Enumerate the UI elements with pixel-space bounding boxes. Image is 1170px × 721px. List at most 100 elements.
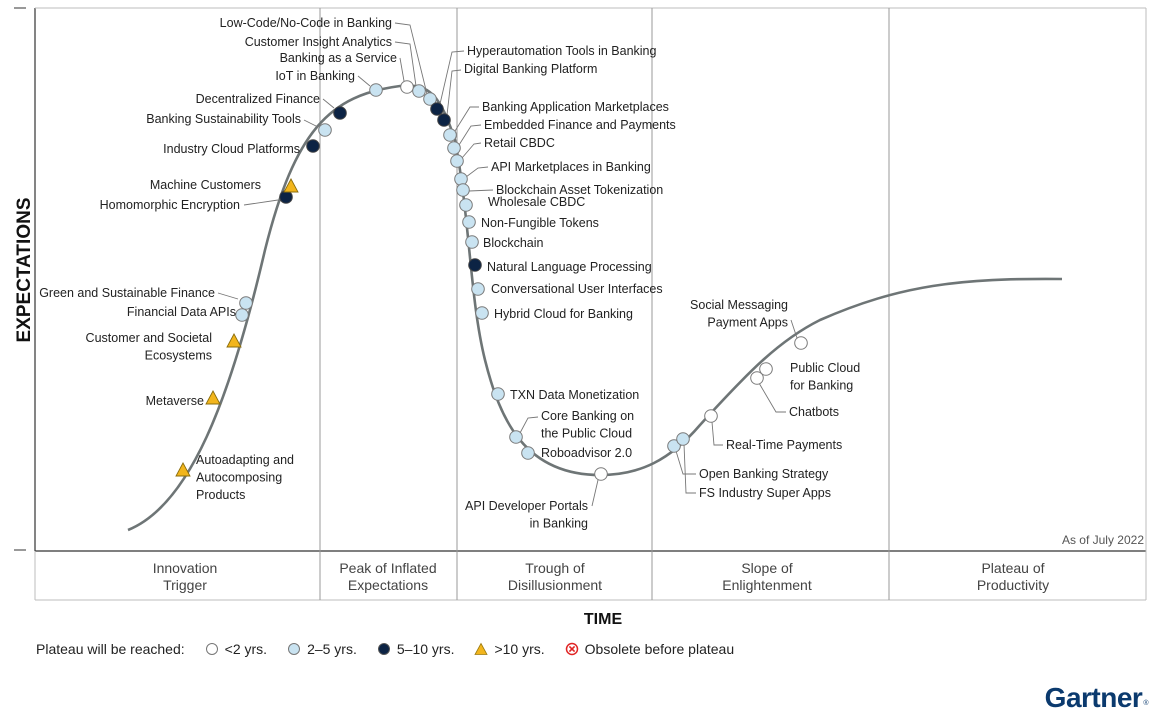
technology-label: Blockchain Asset Tokenization xyxy=(496,183,663,197)
technology-label: Chatbots xyxy=(789,405,839,419)
technology-label: Low-Code/No-Code in Banking xyxy=(220,16,392,30)
leader-line xyxy=(461,142,482,159)
technology-label: in Banking xyxy=(530,517,588,531)
technology-label: Customer and Societal xyxy=(86,331,212,345)
legend-item-5to10: 5–10 yrs. xyxy=(377,641,455,657)
technology-marker xyxy=(459,198,473,212)
legend-label: >10 yrs. xyxy=(494,641,545,657)
x-axis-title: TIME xyxy=(584,611,623,628)
technology-marker xyxy=(454,172,468,186)
technology-label: Roboadvisor 2.0 xyxy=(541,446,632,460)
brand-name: Gartner xyxy=(1044,682,1143,713)
circle-white-icon xyxy=(205,643,218,655)
legend-item-2to5: 2–5 yrs. xyxy=(287,641,357,657)
technology-label: Decentralized Finance xyxy=(196,92,320,106)
leader-line xyxy=(446,69,462,116)
technology-marker xyxy=(594,467,608,481)
technology-label: Banking as a Service xyxy=(280,51,397,65)
phase-label: Expectations xyxy=(348,577,428,593)
legend-item-lt2: <2 yrs. xyxy=(205,641,267,657)
leader-line xyxy=(711,421,723,446)
leader-line xyxy=(790,319,798,339)
legend: Plateau will be reached: <2 yrs. 2–5 yrs… xyxy=(36,641,734,657)
technology-marker xyxy=(369,83,383,97)
technology-label: Conversational User Interfaces xyxy=(491,282,663,296)
technology-label: Industry Cloud Platforms xyxy=(163,142,300,156)
leader-line xyxy=(357,75,371,87)
technology-label: Natural Language Processing xyxy=(487,260,652,274)
technology-marker xyxy=(412,84,426,98)
technology-label: API Marketplaces in Banking xyxy=(491,160,651,174)
phase-label: Trigger xyxy=(163,577,207,593)
technology-label: Retail CBDC xyxy=(484,136,555,150)
technology-label: Social Messaging xyxy=(690,298,788,312)
phase-label: Plateau of xyxy=(981,560,1044,576)
technology-marker xyxy=(465,235,479,249)
phase-label: Enlightenment xyxy=(722,577,812,593)
leader-line xyxy=(399,57,405,82)
technology-marker xyxy=(704,409,718,423)
technology-label: Autoadapting and xyxy=(196,453,294,467)
technology-marker xyxy=(450,154,464,168)
technology-marker xyxy=(509,430,523,444)
leader-line xyxy=(394,22,428,95)
leader-line xyxy=(394,41,417,87)
technology-label: Payment Apps xyxy=(707,316,788,330)
technology-label: FS Industry Super Apps xyxy=(699,486,831,500)
technology-marker xyxy=(235,308,249,322)
legend-label: <2 yrs. xyxy=(224,641,268,657)
legend-label: Obsolete before plateau xyxy=(584,641,735,657)
technology-label: Machine Customers xyxy=(150,178,261,192)
technology-label: Core Banking on xyxy=(541,409,634,423)
technology-marker xyxy=(175,462,191,477)
technology-label: IoT in Banking xyxy=(275,69,355,83)
legend-label: 5–10 yrs. xyxy=(396,641,455,657)
leader-line xyxy=(683,443,696,494)
phase-label: Productivity xyxy=(977,577,1049,593)
technology-label: Banking Application Marketplaces xyxy=(482,100,669,114)
technology-label: Public Cloud xyxy=(790,361,860,375)
legend-title: Plateau will be reached: xyxy=(36,641,185,657)
leader-line xyxy=(243,199,279,206)
technology-marker xyxy=(456,183,470,197)
technology-marker xyxy=(468,258,482,272)
technology-label: Hybrid Cloud for Banking xyxy=(494,307,633,321)
technology-marker xyxy=(205,390,221,405)
triangle-yellow-icon xyxy=(474,642,489,655)
technology-marker xyxy=(437,113,451,127)
legend-label: 2–5 yrs. xyxy=(307,641,357,657)
technology-label: Blockchain xyxy=(483,236,543,250)
phase-label: Peak of Inflated xyxy=(339,560,436,576)
technology-label: Metaverse xyxy=(146,394,204,408)
technology-label: Customer Insight Analytics xyxy=(245,35,392,49)
technology-label: Ecosystems xyxy=(145,349,212,363)
circle-light-blue-icon xyxy=(288,643,301,655)
technology-marker xyxy=(430,102,444,116)
technology-marker xyxy=(279,190,293,204)
technology-marker xyxy=(676,432,690,446)
leader-line xyxy=(591,479,599,507)
leader-line xyxy=(303,119,319,128)
technology-label: Autocomposing xyxy=(196,471,282,485)
technology-label: Homomorphic Encryption xyxy=(100,198,240,212)
technology-marker xyxy=(318,123,332,137)
obsolete-x-icon xyxy=(565,642,578,656)
leader-line xyxy=(468,189,494,192)
leader-line xyxy=(758,382,786,413)
legend-item-gt10: >10 yrs. xyxy=(474,641,545,657)
technology-label: TXN Data Monetization xyxy=(510,388,639,402)
leader-line xyxy=(217,292,239,300)
circle-dark-blue-icon xyxy=(377,643,390,655)
technology-label: Non-Fungible Tokens xyxy=(481,216,599,230)
legend-item-obsolete: Obsolete before plateau xyxy=(565,641,734,657)
technology-marker xyxy=(423,92,437,106)
technology-label: the Public Cloud xyxy=(541,427,632,441)
phase-label: Disillusionment xyxy=(508,577,602,593)
technology-marker xyxy=(400,80,414,94)
leader-line xyxy=(519,416,539,434)
phase-label: Trough of xyxy=(525,560,585,576)
technology-marker xyxy=(306,139,320,153)
leader-line xyxy=(465,166,489,178)
as-of-date: As of July 2022 xyxy=(1061,533,1144,547)
